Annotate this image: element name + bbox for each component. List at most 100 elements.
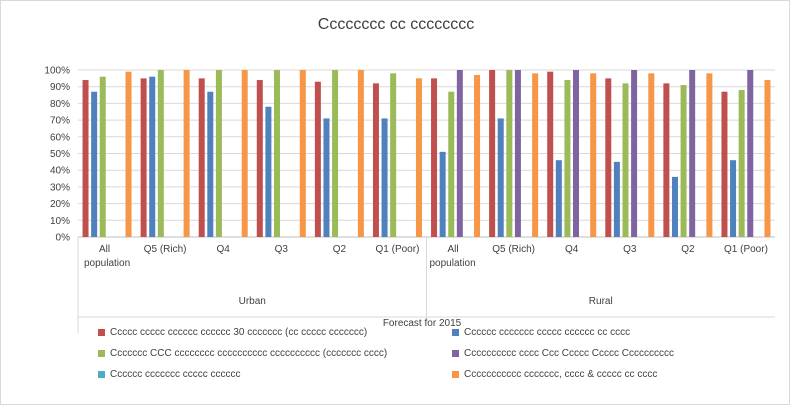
y-tick-label: 50% [50, 149, 70, 160]
bar [706, 73, 713, 237]
x-tick-label: Q1 (Poor) [724, 244, 768, 255]
bar [555, 160, 562, 237]
bar [738, 90, 745, 237]
legend-item: Cccccccccc cccc Ccc Ccccc Ccccc Cccccccc… [452, 345, 674, 361]
y-tick-label: 10% [50, 216, 70, 227]
legend-swatch [452, 349, 459, 357]
x-tick-label: Q1 (Poor) [376, 244, 420, 255]
bar [721, 91, 728, 238]
legend-item: Cccccc ccccccc ccccc cccccc cc cccc [452, 324, 630, 340]
bar [157, 70, 164, 237]
bar [256, 80, 263, 238]
legend-label: Cccccc ccccccc ccccc cccccc cc cccc [464, 326, 631, 338]
bar [489, 70, 496, 237]
y-axis-ticks: 0% 10% 20% 30% 40% 50% 60% 70% 80% 90% 100% [44, 66, 70, 244]
bar [241, 70, 248, 237]
x-tick-label: Q4 [217, 244, 231, 255]
bar [140, 78, 147, 237]
y-tick-label: 70% [50, 116, 70, 127]
bar [730, 160, 737, 237]
bar [663, 83, 670, 237]
bar [323, 118, 330, 237]
y-tick-label: 0% [56, 233, 71, 244]
bar [431, 78, 438, 237]
bar [689, 70, 696, 237]
gridlines [78, 69, 775, 238]
bar [415, 78, 422, 237]
x-tick-label: All [99, 244, 110, 255]
legend-label: Ccccccccccc ccccccc, cccc & ccccc cc ccc… [464, 368, 658, 380]
bar [273, 70, 280, 237]
x-axis-labels: Forecast for 2015 [383, 318, 462, 329]
bar [564, 80, 571, 238]
y-tick-label: 40% [50, 166, 70, 177]
bar [149, 76, 156, 238]
bar [99, 76, 106, 238]
bar [764, 80, 771, 238]
legend-label: Ccccc ccccc cccccc cccccc 30 ccccccc (cc… [110, 326, 368, 338]
bar [215, 70, 222, 237]
legend-swatch [452, 328, 459, 336]
x-tick-label: Q3 [275, 244, 289, 255]
bar [299, 70, 306, 237]
bar [573, 70, 580, 237]
bar [381, 118, 388, 237]
y-tick-label: 30% [50, 182, 70, 193]
bar [680, 85, 687, 237]
chart-title: Cccccccc cc cccccccc [318, 16, 474, 33]
bar [613, 161, 620, 237]
bar [532, 73, 539, 237]
bar [91, 91, 98, 238]
legend-swatch [452, 370, 459, 378]
bar [314, 81, 321, 237]
bar [332, 70, 339, 237]
bars [82, 70, 771, 238]
bar [82, 80, 89, 238]
y-tick-label: 60% [50, 132, 70, 143]
bar [747, 70, 754, 237]
bar [547, 71, 554, 237]
x-tick-label: Q4 [565, 244, 579, 255]
x-tick-label: Q2 [681, 244, 695, 255]
legend-label: Cccccccccc cccc Ccc Ccccc Ccccc Cccccccc… [464, 347, 674, 359]
bar [265, 106, 272, 238]
x-tick-label: All [448, 244, 459, 255]
x-axis-title: Forecast for 2015 [383, 318, 462, 329]
bar [605, 78, 612, 237]
group-label: Urban [239, 296, 266, 307]
bar [183, 70, 190, 237]
legend-item: Ccccccc CCC cccccccc cccccccccc cccccccc… [98, 345, 387, 361]
bar [671, 176, 678, 237]
bar [448, 91, 455, 238]
bar [497, 118, 504, 237]
x-tick-label: Q5 (Rich) [492, 244, 535, 255]
group-label: Rural [589, 296, 613, 307]
legend-label: Cccccc ccccccc ccccc cccccc [110, 368, 241, 380]
bar [456, 70, 463, 237]
x-tick-label: population [430, 258, 476, 269]
legend-swatch [98, 349, 105, 357]
bar [514, 70, 521, 237]
bar [648, 73, 655, 237]
bar [372, 83, 379, 237]
y-tick-label: 80% [50, 99, 70, 110]
legend-item: Ccccc ccccc cccccc cccccc 30 ccccccc (cc… [98, 324, 367, 340]
bar [506, 70, 513, 237]
bar [198, 78, 205, 237]
bar [357, 70, 364, 237]
bar [590, 73, 597, 237]
x-tick-label: Q5 (Rich) [144, 244, 187, 255]
legend-swatch [98, 328, 105, 336]
bar [439, 151, 446, 237]
legend-item: Ccccccccccc ccccccc, cccc & ccccc cc ccc… [452, 366, 657, 382]
legend-item: Cccccc ccccccc ccccc cccccc [98, 366, 241, 382]
legend-swatch [98, 370, 105, 378]
bar [390, 73, 397, 237]
y-tick-label: 20% [50, 199, 70, 210]
x-axis-structure: All population Q5 (Rich) Q4 Q3 Q2 Q1 (Poor) All… [77, 237, 775, 333]
bar [474, 75, 481, 237]
bar [631, 70, 638, 237]
x-tick-label: Q2 [333, 244, 347, 255]
x-tick-label: Q3 [623, 244, 637, 255]
